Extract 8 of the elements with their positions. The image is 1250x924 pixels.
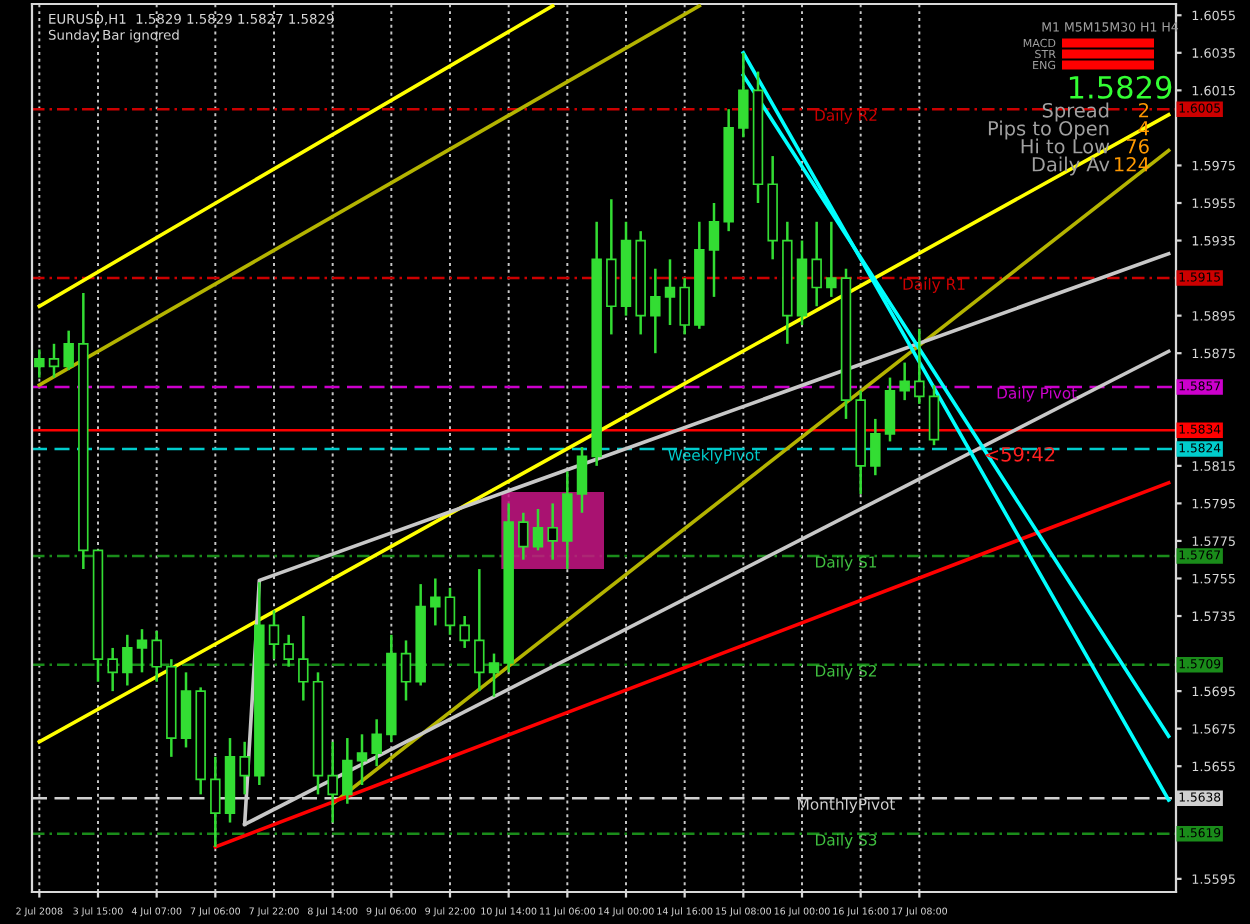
annotation: Pips to Open xyxy=(988,120,1109,140)
annotation: 124 xyxy=(1115,156,1149,172)
annotation: 76 xyxy=(1126,138,1149,154)
annotation: Hi to Low xyxy=(1021,138,1110,154)
annotation: Spread xyxy=(1042,102,1109,122)
annotation: 4 xyxy=(1138,121,1149,136)
annotation: 2 xyxy=(1139,102,1149,118)
annotation: 1.5829 xyxy=(1069,75,1172,99)
